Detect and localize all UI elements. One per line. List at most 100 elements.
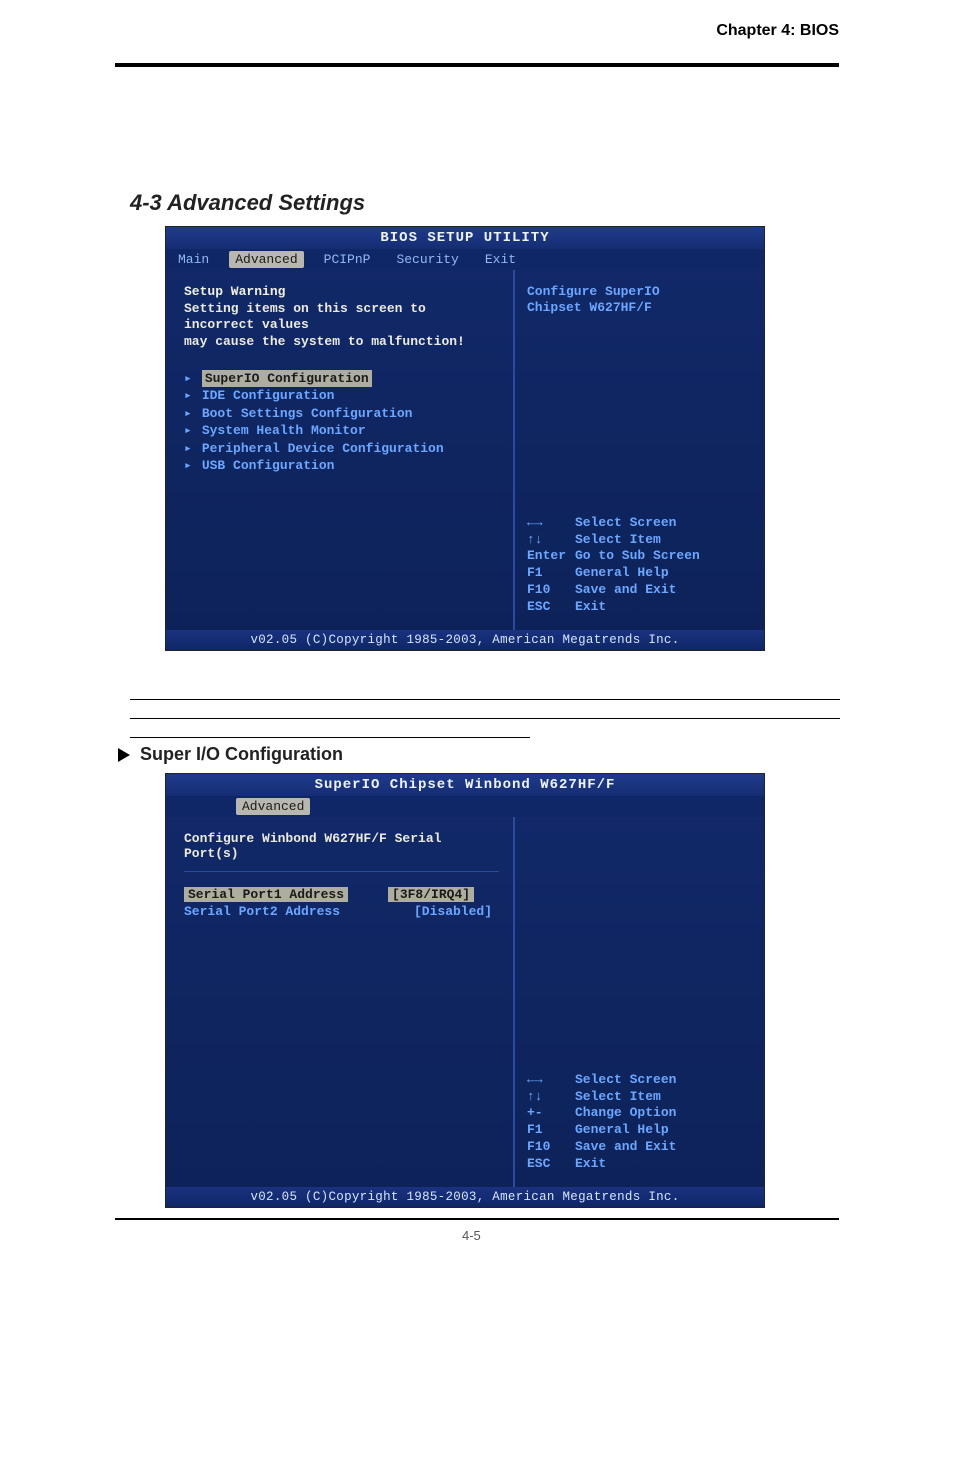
key-row: F10Save and Exit bbox=[527, 582, 752, 599]
bios-left-panel: Setup Warning Setting items on this scre… bbox=[166, 270, 513, 630]
bios-right-panel: ←→Select Screen ↑↓Select Item +-Change O… bbox=[513, 817, 764, 1187]
bios-right-panel: Configure SuperIO Chipset W627HF/F ←→Sel… bbox=[513, 270, 764, 630]
tab-security[interactable]: Security bbox=[390, 251, 464, 268]
key-desc: Exit bbox=[575, 599, 606, 616]
menu-label: IDE Configuration bbox=[202, 388, 335, 403]
param-label: Serial Port2 Address bbox=[184, 904, 414, 919]
bios-footer: v02.05 (C)Copyright 1985-2003, American … bbox=[166, 1187, 764, 1207]
menu-item-usb[interactable]: ▸ USB Configuration bbox=[184, 457, 499, 475]
chevron-right-icon: ▸ bbox=[184, 440, 194, 458]
param-row[interactable]: Serial Port2 Address [Disabled] bbox=[184, 903, 499, 920]
chevron-right-icon: ▸ bbox=[184, 387, 194, 405]
warn-line1: Setting items on this screen to incorrec… bbox=[184, 301, 426, 332]
triangle-right-icon bbox=[118, 748, 130, 762]
key-desc: Select Screen bbox=[575, 515, 676, 532]
header-text: Chapter 4: BIOS bbox=[115, 22, 839, 40]
key-row: EnterGo to Sub Screen bbox=[527, 548, 752, 565]
bios-screen-advanced: BIOS SETUP UTILITY Main Advanced PCIPnP … bbox=[165, 226, 765, 651]
key-row: ESCExit bbox=[527, 1156, 752, 1173]
key: ←→ bbox=[527, 1072, 575, 1089]
setup-warning-text: Setting items on this screen to incorrec… bbox=[184, 301, 499, 350]
menu-label: Boot Settings Configuration bbox=[202, 406, 413, 421]
subsection-title: Super I/O Configuration bbox=[140, 744, 343, 765]
chevron-right-icon: ▸ bbox=[184, 405, 194, 423]
menu-label: System Health Monitor bbox=[202, 423, 366, 438]
menu-label: Peripheral Device Configuration bbox=[202, 441, 444, 456]
key: +- bbox=[527, 1105, 575, 1122]
tab-advanced[interactable]: Advanced bbox=[236, 798, 310, 815]
tab-main[interactable]: Main bbox=[172, 251, 215, 268]
tab-advanced[interactable]: Advanced bbox=[229, 251, 303, 268]
key-row: ←→Select Screen bbox=[527, 1072, 752, 1089]
tab-exit[interactable]: Exit bbox=[479, 251, 522, 268]
key-desc: Select Screen bbox=[575, 1072, 676, 1089]
help-text: Configure SuperIO Chipset W627HF/F bbox=[527, 284, 752, 317]
key-desc: Select Item bbox=[575, 532, 661, 549]
underline-short bbox=[130, 719, 530, 738]
underline bbox=[130, 700, 840, 719]
section-title: 4-3 Advanced Settings bbox=[130, 190, 954, 216]
key-desc: Exit bbox=[575, 1156, 606, 1173]
key-desc: Save and Exit bbox=[575, 1139, 676, 1156]
key-row: ↑↓Select Item bbox=[527, 532, 752, 549]
key: ↑↓ bbox=[527, 1089, 575, 1106]
param-value: [3F8/IRQ4] bbox=[388, 887, 474, 902]
bios-left-panel: Configure Winbond W627HF/F Serial Port(s… bbox=[166, 817, 513, 1187]
menu-label: SuperIO Configuration bbox=[202, 370, 372, 388]
menu-item-ide[interactable]: ▸ IDE Configuration bbox=[184, 387, 499, 405]
menu-label: USB Configuration bbox=[202, 458, 335, 473]
bios-body: Setup Warning Setting items on this scre… bbox=[166, 270, 764, 630]
bios-footer: v02.05 (C)Copyright 1985-2003, American … bbox=[166, 630, 764, 650]
key: F1 bbox=[527, 1122, 575, 1139]
menu-item-superio[interactable]: ▸ SuperIO Configuration bbox=[184, 370, 499, 388]
page-number: 4-5 bbox=[462, 1228, 954, 1243]
help-line2: Chipset W627HF/F bbox=[527, 300, 652, 315]
panel-subtitle: Configure Winbond W627HF/F Serial Port(s… bbox=[184, 831, 499, 872]
help-line1: Configure SuperIO bbox=[527, 284, 660, 299]
key-desc: General Help bbox=[575, 1122, 669, 1139]
key-row: F1General Help bbox=[527, 565, 752, 582]
chevron-right-icon: ▸ bbox=[184, 422, 194, 440]
param-row[interactable]: Serial Port1 Address [3F8/IRQ4] bbox=[184, 886, 499, 903]
chevron-right-icon: ▸ bbox=[184, 457, 194, 475]
menu-item-peripheral[interactable]: ▸ Peripheral Device Configuration bbox=[184, 440, 499, 458]
key-row: ↑↓Select Item bbox=[527, 1089, 752, 1106]
key-desc: General Help bbox=[575, 565, 669, 582]
key: F10 bbox=[527, 1139, 575, 1156]
key-row: ESCExit bbox=[527, 599, 752, 616]
key-legend: ←→Select Screen ↑↓Select Item EnterGo to… bbox=[527, 515, 752, 616]
underline bbox=[130, 681, 840, 700]
header-rule bbox=[115, 63, 839, 67]
chapter-title: Chapter 4: BIOS bbox=[716, 22, 839, 39]
key-desc: Change Option bbox=[575, 1105, 676, 1122]
menu-list: ▸ SuperIO Configuration ▸ IDE Configurat… bbox=[184, 370, 499, 475]
bios-tabs: Main Advanced PCIPnP Security Exit bbox=[166, 249, 764, 270]
warn-line2: may cause the system to malfunction! bbox=[184, 334, 465, 349]
menu-item-boot[interactable]: ▸ Boot Settings Configuration bbox=[184, 405, 499, 423]
key: F1 bbox=[527, 565, 575, 582]
bios-screen-superio: SuperIO Chipset Winbond W627HF/F Advance… bbox=[165, 773, 765, 1208]
bios-tabs: Advanced bbox=[166, 796, 764, 817]
setup-warning-head: Setup Warning bbox=[184, 284, 499, 299]
key: ESC bbox=[527, 1156, 575, 1173]
tab-pcipnp[interactable]: PCIPnP bbox=[318, 251, 377, 268]
param-value: [Disabled] bbox=[414, 904, 492, 919]
chevron-right-icon: ▸ bbox=[184, 370, 194, 388]
key-desc: Select Item bbox=[575, 1089, 661, 1106]
blank-lines bbox=[130, 681, 840, 738]
key-desc: Go to Sub Screen bbox=[575, 548, 700, 565]
key-legend: ←→Select Screen ↑↓Select Item +-Change O… bbox=[527, 1072, 752, 1173]
key: F10 bbox=[527, 582, 575, 599]
key: ←→ bbox=[527, 515, 575, 532]
key-desc: Save and Exit bbox=[575, 582, 676, 599]
key-row: F1General Help bbox=[527, 1122, 752, 1139]
key: ↑↓ bbox=[527, 532, 575, 549]
page: Chapter 4: BIOS 4-3 Advanced Settings BI… bbox=[0, 0, 954, 1243]
key-row: +-Change Option bbox=[527, 1105, 752, 1122]
bios-titlebar: SuperIO Chipset Winbond W627HF/F bbox=[166, 774, 764, 796]
key: ESC bbox=[527, 599, 575, 616]
menu-item-health[interactable]: ▸ System Health Monitor bbox=[184, 422, 499, 440]
subsection-heading: Super I/O Configuration bbox=[118, 744, 954, 765]
param-label: Serial Port1 Address bbox=[184, 887, 348, 902]
spacer bbox=[348, 887, 388, 902]
